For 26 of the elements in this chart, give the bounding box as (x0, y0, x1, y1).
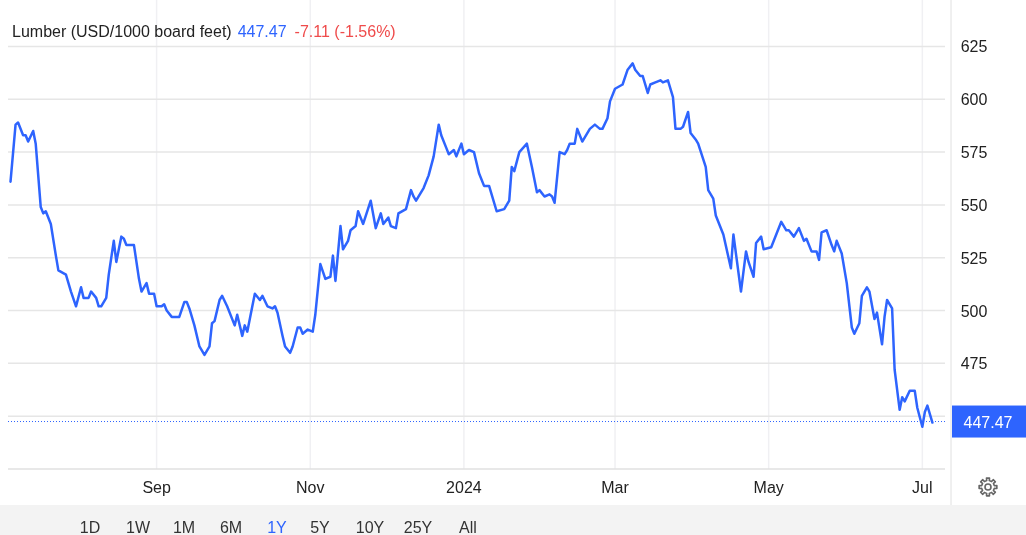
x-tick-label: May (753, 479, 784, 496)
text: 10Y (355, 519, 385, 535)
y-tick-label: 475 (960, 355, 988, 373)
text: 1W (126, 519, 151, 535)
text: All (459, 519, 477, 535)
text: 1D (79, 519, 101, 535)
x-tick-label: Mar (601, 479, 630, 496)
text: 6M (219, 519, 243, 535)
text: 1Y (267, 519, 288, 535)
text: Lumber (USD/1000 board feet) (12, 23, 232, 40)
y-tick-label: 500 (960, 302, 988, 320)
x-tick-label: Jul (912, 479, 933, 496)
y-tick-label: 550 (960, 196, 988, 214)
annotation: 447.47 (237, 23, 287, 40)
y-tick-label: 600 (960, 91, 988, 109)
text: 1M (172, 519, 196, 535)
x-tick-label: Sep (142, 479, 171, 496)
text: 5Y (310, 519, 331, 535)
y-tick-label: 525 (960, 249, 988, 267)
x-tick-label: Nov (296, 479, 325, 496)
x-tick-label: 2024 (446, 479, 482, 496)
y-tick-label: 625 (960, 38, 988, 56)
annotation: -7.11 (-1.56%) (294, 23, 396, 40)
text: 25Y (403, 519, 433, 535)
y-tick-label: 575 (960, 144, 988, 162)
ref-line-label: 447.47 (963, 413, 1013, 431)
